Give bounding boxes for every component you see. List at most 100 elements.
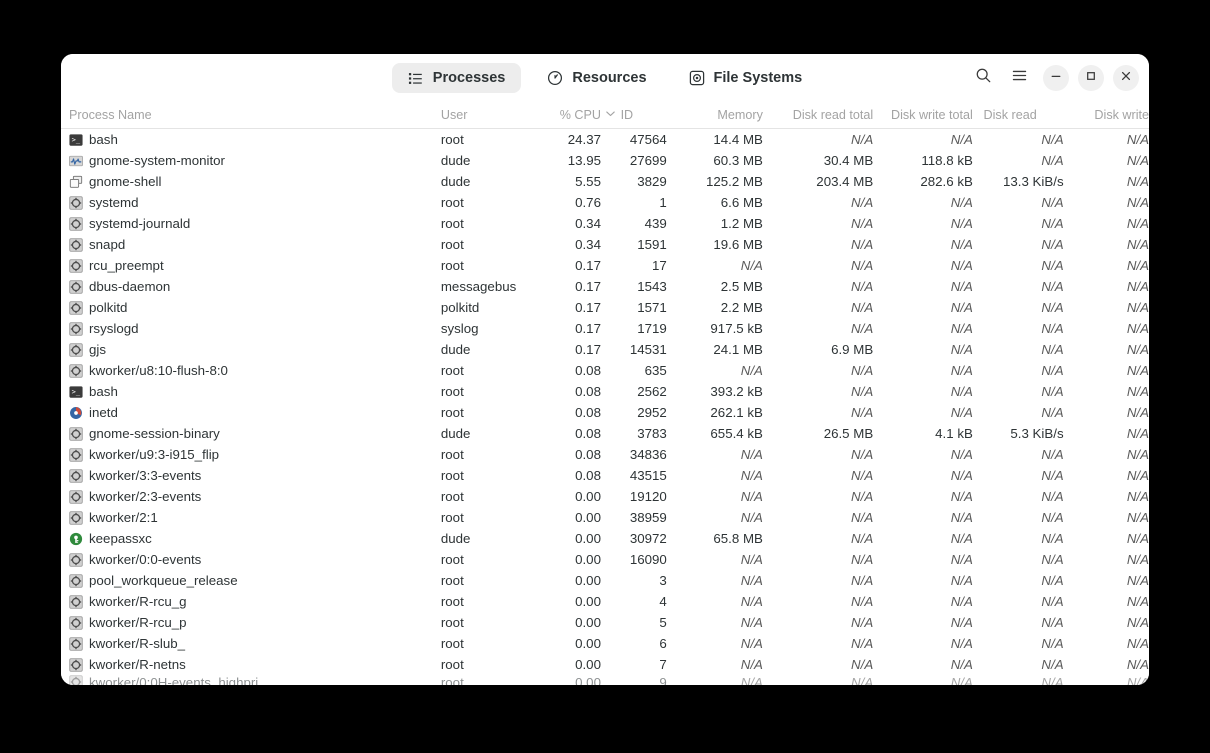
disk-read-total-cell: 26.5 MB	[823, 426, 874, 441]
column-header-process-name[interactable]: Process Name	[69, 108, 152, 122]
pid-cell: 5	[659, 615, 667, 630]
disk-read-total-cell: N/A	[851, 300, 874, 315]
column-header-disk-write-total[interactable]: Disk write total	[890, 108, 973, 122]
table-row[interactable]: kworker/R-netns root 0.00 7 N/A N/A N/A N/A N/A	[61, 654, 1149, 675]
table-row[interactable]: >_ bash root 24.37 47564 14.4 MB N/A N/A N/A N/A	[61, 129, 1149, 150]
table-row[interactable]: kworker/u8:10-flush-8:0 root 0.08 635 N/A N/A…	[61, 360, 1149, 381]
table-row[interactable]: gjs dude 0.17 14531 24.1 MB 6.9 MB N/A N/A N/A	[61, 339, 1149, 360]
process-name-cell: gnome-session-binary	[69, 426, 441, 441]
user-cell: root	[440, 468, 464, 483]
table-row[interactable]: gnome-shell dude 5.55 3829 125.2 MB 203.4 MB 2…	[61, 171, 1149, 192]
table-row[interactable]: kworker/3:3-events root 0.08 43515 N/A N/A N/A…	[61, 465, 1149, 486]
user-cell: root	[440, 447, 464, 462]
disk-write-total-cell: 282.6 kB	[920, 174, 973, 189]
table-row[interactable]: pool_workqueue_release root 0.00 3 N/A N/A N/A…	[61, 570, 1149, 591]
column-header-disk-read[interactable]: Disk read	[983, 108, 1037, 122]
table-row[interactable]: systemd-journald root 0.34 439 1.2 MB N/A N/A N…	[61, 213, 1149, 234]
table-row[interactable]: systemd root 0.76 1 6.6 MB N/A N/A N/A N/A	[61, 192, 1149, 213]
process-name-cell: gnome-shell	[69, 174, 441, 189]
disk-read-cell: N/A	[1041, 573, 1064, 588]
cpu-cell: 0.00	[575, 594, 601, 609]
tab-file-systems[interactable]: File Systems	[673, 63, 819, 93]
table-row[interactable]: gnome-session-binary dude 0.08 3783 655.4 kB…	[61, 423, 1149, 444]
pid-cell: 4	[659, 594, 667, 609]
disk-read-total-cell: N/A	[851, 237, 874, 252]
disk-read-cell: N/A	[1041, 615, 1064, 630]
gear-icon	[69, 363, 83, 378]
disk-read-total-cell: N/A	[851, 615, 874, 630]
column-header-disk-read-total[interactable]: Disk read total	[792, 108, 874, 122]
maximize-icon	[1084, 69, 1098, 88]
tab-resources-label: Resources	[572, 70, 647, 86]
system-monitor-window: Processes Resources	[61, 54, 1149, 685]
table-row[interactable]: polkitd polkitd 0.17 1571 2.2 MB N/A N/A N/A N/A	[61, 297, 1149, 318]
gear-icon	[69, 489, 83, 504]
table-row[interactable]: rcu_preempt root 0.17 17 N/A N/A N/A N/A N/A	[61, 255, 1149, 276]
gear-icon	[69, 300, 83, 315]
table-row[interactable]: kworker/2:3-events root 0.00 19120 N/A N/A N/A…	[61, 486, 1149, 507]
tab-resources[interactable]: Resources	[531, 63, 662, 93]
pid-cell: 3783	[637, 426, 667, 441]
table-row[interactable]: kworker/0:0H-events_highpri root 0.00 9 N/A N…	[61, 675, 1149, 685]
memory-cell: 393.2 kB	[710, 384, 763, 399]
disk-write-cell: N/A	[1126, 675, 1149, 685]
disk-write-total-cell: N/A	[950, 132, 973, 147]
tab-processes-label: Processes	[432, 70, 506, 86]
disk-write-total-cell: N/A	[950, 675, 973, 685]
maximize-button[interactable]	[1078, 65, 1104, 91]
column-header-cpu[interactable]: % CPU	[559, 108, 601, 122]
column-header-memory[interactable]: Memory	[717, 108, 763, 122]
disk-read-total-cell: N/A	[851, 447, 874, 462]
disk-read-total-cell: N/A	[851, 573, 874, 588]
pid-cell: 2562	[637, 384, 667, 399]
disk-read-total-cell: N/A	[851, 510, 874, 525]
disk-write-total-cell: N/A	[950, 615, 973, 630]
process-name-cell: kworker/3:3-events	[69, 468, 441, 483]
disk-write-total-cell: N/A	[950, 510, 973, 525]
gear-icon	[69, 468, 83, 483]
disk-write-cell: N/A	[1126, 657, 1149, 672]
column-header-id[interactable]: ID	[620, 108, 634, 122]
memory-cell: N/A	[740, 258, 763, 273]
pid-cell: 34836	[629, 447, 667, 462]
disk-write-total-cell: N/A	[950, 321, 973, 336]
minimize-button[interactable]	[1043, 65, 1069, 91]
gear-icon	[69, 594, 83, 609]
process-name-cell: inetd	[69, 405, 441, 420]
pid-cell: 7	[659, 657, 667, 672]
table-row[interactable]: rsyslogd syslog 0.17 1719 917.5 kB N/A N/A N/A N…	[61, 318, 1149, 339]
table-row[interactable]: keepassxc dude 0.00 30972 65.8 MB N/A N/A N/A N/…	[61, 528, 1149, 549]
table-row[interactable]: >_ bash root 0.08 2562 393.2 kB N/A N/A N/A N/A	[61, 381, 1149, 402]
column-header-disk-write[interactable]: Disk write	[1094, 108, 1149, 122]
pid-cell: 439	[644, 216, 667, 231]
disk-read-cell: N/A	[1041, 657, 1064, 672]
disk-write-cell: N/A	[1126, 321, 1149, 336]
table-row[interactable]: kworker/0:0-events root 0.00 16090 N/A N/A N/A…	[61, 549, 1149, 570]
table-row[interactable]: dbus-daemon messagebus 0.17 1543 2.5 MB N/A N/…	[61, 276, 1149, 297]
table-row[interactable]: kworker/R-slub_ root 0.00 6 N/A N/A N/A N/A N/A	[61, 633, 1149, 654]
hamburger-icon	[1011, 67, 1028, 89]
table-row[interactable]: snapd root 0.34 1591 19.6 MB N/A N/A N/A N/A	[61, 234, 1149, 255]
disk-write-cell: N/A	[1126, 174, 1149, 189]
table-row[interactable]: kworker/2:1 root 0.00 38959 N/A N/A N/A N/A N/A	[61, 507, 1149, 528]
pid-cell: 43515	[629, 468, 667, 483]
table-row[interactable]: kworker/R-rcu_p root 0.00 5 N/A N/A N/A N/A N/A	[61, 612, 1149, 633]
memory-cell: 655.4 kB	[710, 426, 763, 441]
process-name-cell: kworker/u8:10-flush-8:0	[69, 363, 441, 378]
table-row[interactable]: kworker/u9:3-i915_flip root 0.08 34836 N/A N/…	[61, 444, 1149, 465]
search-button[interactable]	[968, 63, 998, 93]
close-button[interactable]	[1113, 65, 1139, 91]
table-row[interactable]: kworker/R-rcu_g root 0.00 4 N/A N/A N/A N/A N/A	[61, 591, 1149, 612]
gear-icon	[69, 258, 83, 273]
column-header-user[interactable]: User	[440, 108, 468, 122]
disk-write-total-cell: N/A	[950, 573, 973, 588]
tab-processes[interactable]: Processes	[391, 63, 522, 93]
pid-cell: 2952	[637, 405, 667, 420]
table-row[interactable]: gnome-system-monitor dude 13.95 27699 60.3 M…	[61, 150, 1149, 171]
memory-cell: N/A	[740, 636, 763, 651]
menu-button[interactable]	[1004, 63, 1034, 93]
disk-read-cell: N/A	[1041, 195, 1064, 210]
disk-write-total-cell: N/A	[950, 468, 973, 483]
process-table-body[interactable]: >_ bash root 24.37 47564 14.4 MB N/A N/A N/A N/A g…	[61, 129, 1149, 685]
table-row[interactable]: inetd root 0.08 2952 262.1 kB N/A N/A N/A N/A	[61, 402, 1149, 423]
